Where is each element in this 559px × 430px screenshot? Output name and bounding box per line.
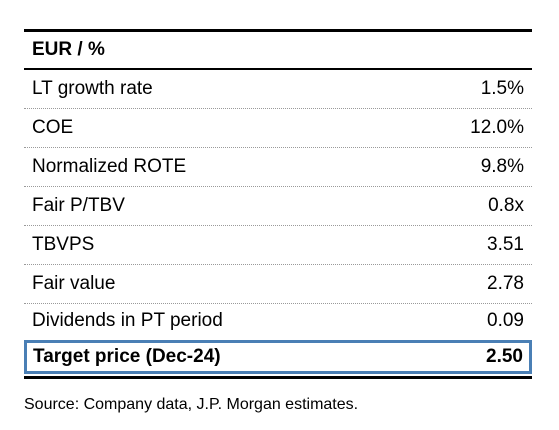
bottom-rule	[24, 376, 532, 379]
row-label: Normalized ROTE	[32, 156, 187, 177]
table-header: EUR / %	[24, 32, 532, 70]
row-value: 3.51	[487, 234, 524, 255]
valuation-table: EUR / % LT growth rate 1.5% COE 12.0% No…	[24, 29, 532, 379]
target-price-row: Target price (Dec-24) 2.50	[24, 340, 532, 374]
table-row: Fair value 2.78	[24, 265, 532, 304]
row-value: 0.09	[487, 310, 524, 331]
source-note: Source: Company data, J.P. Morgan estima…	[24, 396, 359, 413]
table-row: Fair P/TBV 0.8x	[24, 187, 532, 226]
row-value: 0.8x	[488, 195, 524, 216]
table-row: COE 12.0%	[24, 109, 532, 148]
row-label: Dividends in PT period	[32, 310, 223, 331]
row-label: Fair P/TBV	[32, 195, 125, 216]
target-price-value: 2.50	[486, 346, 523, 367]
table-row: TBVPS 3.51	[24, 226, 532, 265]
table-row: LT growth rate 1.5%	[24, 70, 532, 109]
top-rule	[24, 29, 532, 32]
table-row: Normalized ROTE 9.8%	[24, 148, 532, 187]
row-value: 2.78	[487, 273, 524, 294]
table-row: Dividends in PT period 0.09	[24, 304, 532, 338]
row-label: LT growth rate	[32, 78, 153, 99]
row-value: 12.0%	[470, 117, 524, 138]
row-label: COE	[32, 117, 74, 138]
target-price-label: Target price (Dec-24)	[33, 346, 221, 367]
row-label: TBVPS	[32, 234, 95, 255]
row-label: Fair value	[32, 273, 116, 294]
row-value: 9.8%	[480, 156, 524, 177]
row-value: 1.5%	[480, 78, 524, 99]
